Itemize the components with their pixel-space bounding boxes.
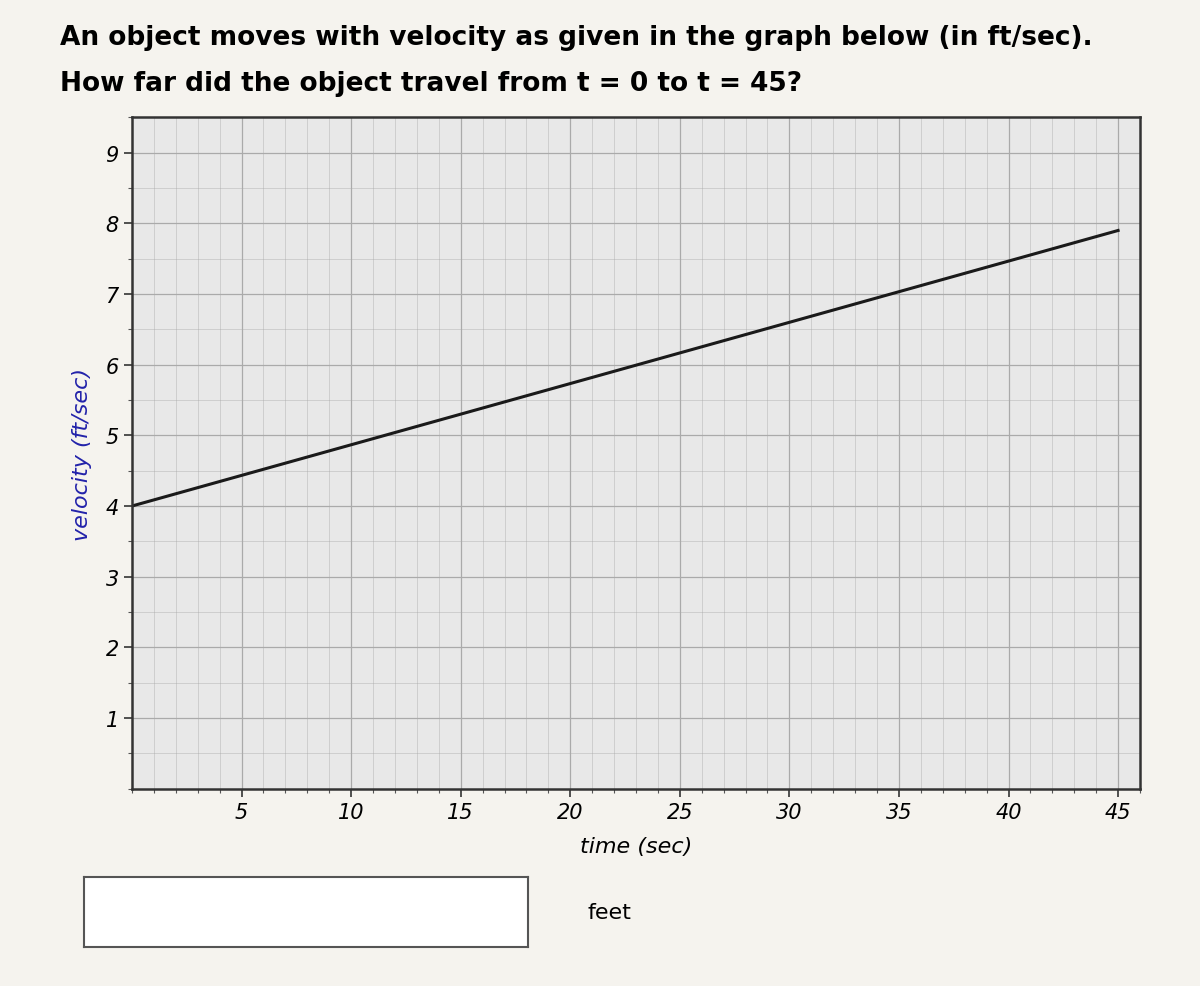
Text: feet: feet (588, 902, 632, 922)
X-axis label: time (sec): time (sec) (580, 836, 692, 856)
Text: How far did the object travel from ⁠t⁠ = 0 to ⁠t⁠ = 45?: How far did the object travel from ⁠t⁠ =… (60, 71, 802, 97)
Y-axis label: velocity (ft/sec): velocity (ft/sec) (72, 367, 91, 540)
Text: An object moves with velocity as given in the graph below (in ft/sec).: An object moves with velocity as given i… (60, 25, 1093, 50)
